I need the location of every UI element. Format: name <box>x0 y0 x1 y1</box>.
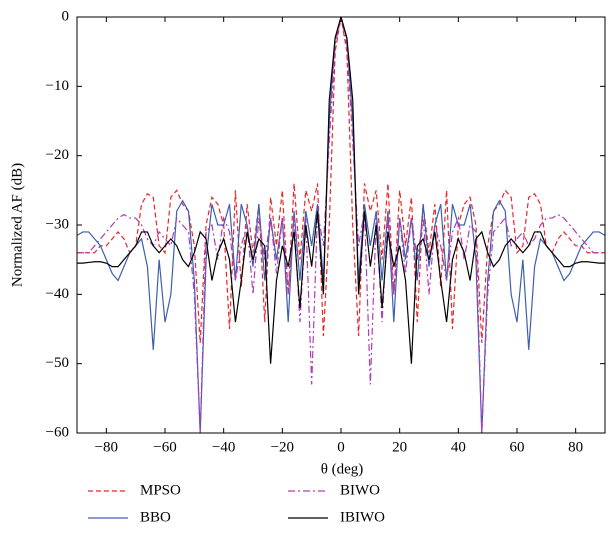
x-tick-label: −60 <box>153 439 176 455</box>
plot-frame <box>76 16 606 434</box>
plot-lines <box>77 17 605 433</box>
x-tick-label: −20 <box>271 439 294 455</box>
y-tick-label: 0 <box>62 8 70 24</box>
y-tick-label: −10 <box>46 78 69 94</box>
legend-label: BIWO <box>340 482 380 498</box>
x-tick-label: −80 <box>95 439 118 455</box>
x-tick-label: 20 <box>392 439 407 455</box>
x-tick-label: 0 <box>337 439 345 455</box>
series-line <box>77 17 605 433</box>
x-axis-label: θ (deg) <box>321 461 364 477</box>
y-tick-label: −60 <box>46 424 69 440</box>
y-tick-label: −30 <box>46 216 69 232</box>
x-tick-label: 60 <box>510 439 525 455</box>
legend-label: IBIWO <box>340 509 385 525</box>
x-tick-label: 40 <box>451 439 466 455</box>
legend-label: MPSO <box>140 482 181 498</box>
series-line <box>77 17 605 364</box>
y-axis-label: Normalized AF (dB) <box>9 163 25 287</box>
x-tick-label: 80 <box>568 439 583 455</box>
y-tick-label: −50 <box>46 355 69 371</box>
x-tick-label: −40 <box>212 439 235 455</box>
y-tick-label: −40 <box>46 286 69 302</box>
y-tick-label: −20 <box>46 147 69 163</box>
legend-label: BBO <box>140 509 171 525</box>
series-line <box>77 17 605 343</box>
